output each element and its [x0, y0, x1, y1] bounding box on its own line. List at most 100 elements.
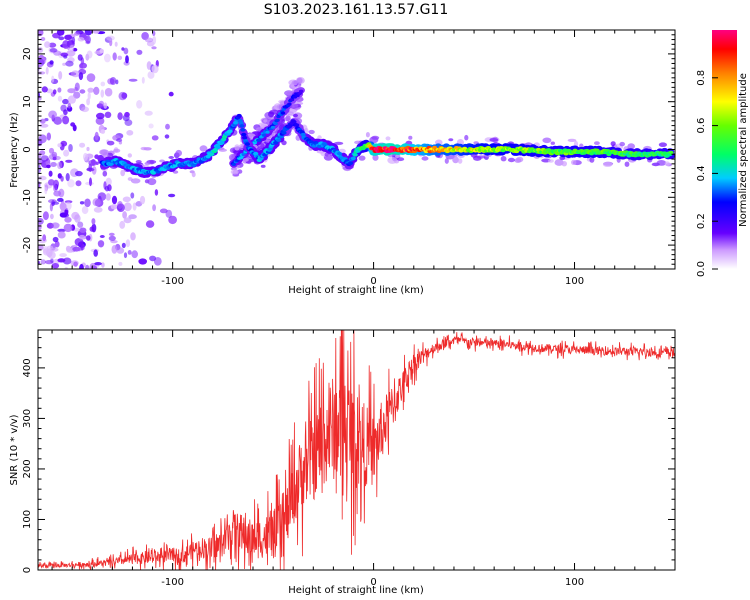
figure-title: S103.2023.161.13.57.G11	[264, 2, 449, 18]
noise-blob	[100, 81, 106, 87]
snr-frame	[37, 329, 676, 571]
noise-blob	[49, 60, 54, 65]
noise-blob	[159, 208, 168, 214]
noise-blob	[38, 71, 46, 75]
ridge-halo	[113, 148, 121, 153]
noise-blob	[85, 264, 90, 269]
noise-blob	[50, 162, 57, 167]
noise-blob	[66, 248, 75, 253]
snr-y-axis-label: SNR (10 * v/v)	[9, 414, 20, 485]
ridge-halo	[457, 158, 463, 164]
noise-blob	[48, 170, 53, 177]
noise-blob	[146, 61, 152, 70]
ridge-halo	[656, 160, 667, 166]
ridge-halo	[397, 157, 405, 162]
ridge-core	[242, 135, 248, 140]
noise-blob	[104, 111, 112, 119]
y-tick-label: -10	[22, 189, 33, 205]
noise-blob	[39, 123, 49, 128]
noise-blob	[46, 164, 51, 169]
noise-blob	[40, 37, 46, 41]
noise-blob	[79, 62, 87, 69]
ridge-halo	[159, 159, 165, 163]
ridge-halo	[144, 161, 151, 165]
noise-blob	[117, 55, 123, 60]
noise-blob	[168, 193, 176, 198]
ridge-halo	[333, 141, 344, 145]
ridge-core	[241, 132, 247, 137]
noise-blob	[123, 252, 128, 259]
noise-blob	[44, 260, 54, 265]
ridge-core	[240, 128, 246, 132]
noise-blob	[127, 250, 132, 255]
noise-blob	[79, 201, 85, 205]
noise-blob	[89, 177, 92, 187]
y-tick-label: 10	[22, 95, 33, 108]
ridge-core	[299, 89, 304, 93]
snr-line	[38, 330, 675, 570]
y-tick-label: 100	[22, 510, 33, 529]
noise-blob	[101, 262, 105, 268]
y-tick-label: 20	[22, 48, 33, 61]
noise-blob	[57, 228, 66, 233]
ridge-core	[239, 124, 245, 128]
ridge-core	[238, 121, 244, 125]
noise-blob	[168, 91, 174, 97]
noise-blob	[57, 95, 63, 102]
noise-blob	[117, 112, 123, 120]
noise-blob	[77, 37, 85, 42]
noise-blob	[48, 110, 57, 119]
noise-blob	[138, 258, 147, 265]
noise-blob	[92, 30, 100, 34]
noise-blob	[144, 110, 153, 116]
noise-blob	[54, 240, 60, 248]
noise-blob	[62, 257, 72, 265]
noise-blob	[40, 155, 49, 162]
x-tick-label: 100	[565, 577, 584, 588]
noise-blob	[94, 262, 102, 266]
noise-blob	[47, 251, 56, 259]
noise-blob	[46, 245, 54, 250]
noise-blob	[48, 179, 55, 186]
spectrogram-frame	[37, 29, 676, 270]
noise-blob	[145, 220, 155, 228]
ridge-halo	[624, 161, 630, 167]
noise-blob	[52, 156, 57, 161]
noise-blob	[49, 48, 58, 53]
noise-blob	[136, 100, 143, 109]
ridge-core	[275, 138, 282, 142]
noise-blob	[99, 235, 105, 238]
colorbar-tick-label: 0.4	[696, 165, 707, 181]
noise-blob	[63, 109, 68, 116]
noise-blob	[139, 195, 146, 205]
y-tick-label: -20	[22, 237, 33, 253]
ridge-halo	[147, 178, 157, 186]
noise-blob	[106, 35, 115, 41]
ridge-halo	[387, 156, 398, 164]
ridge-core	[261, 133, 267, 137]
noise-blob	[84, 198, 91, 208]
ridge-halo	[288, 79, 299, 86]
noise-blob	[98, 100, 104, 107]
spectrogram-y-axis-label: Frequency (Hz)	[9, 112, 20, 188]
colorbar-gradient	[712, 30, 737, 269]
ridge-halo	[507, 157, 516, 163]
noise-blob	[147, 71, 155, 79]
noise-blob	[151, 135, 159, 141]
noise-blob	[121, 47, 125, 51]
noise-blob	[62, 62, 67, 66]
ridge-halo	[120, 169, 126, 177]
noise-blob	[111, 195, 118, 205]
noise-blob	[89, 226, 95, 232]
noise-blob	[38, 134, 47, 144]
snr-ticks: -100 0 100 0 100 200 300 400	[22, 330, 676, 588]
noise-blob	[87, 87, 94, 93]
noise-blob	[40, 259, 46, 265]
noise-blob	[68, 144, 73, 152]
ridge-core	[270, 125, 276, 129]
ridge-core	[236, 113, 242, 118]
x-tick-label: 0	[370, 577, 376, 588]
